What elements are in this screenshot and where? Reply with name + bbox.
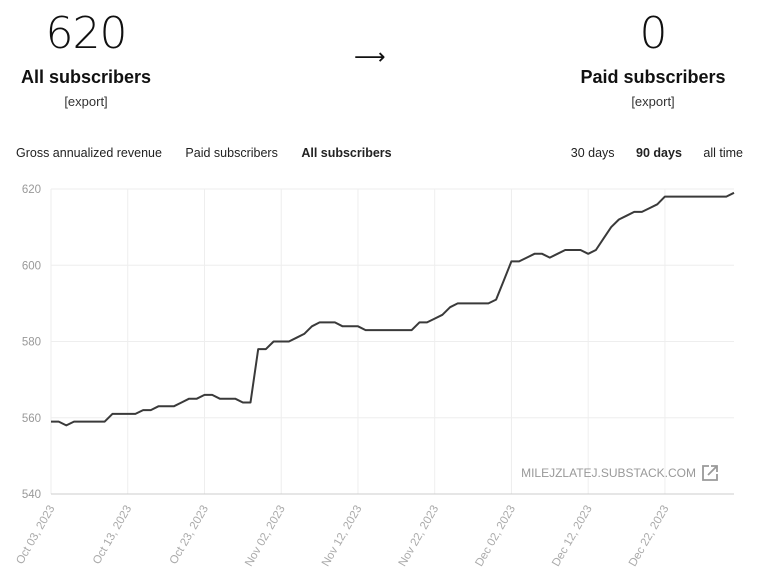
chart-grid: [50, 188, 734, 494]
y-axis-ticks: 540 560 580 600 620: [22, 184, 41, 501]
arrow-right-icon: ⟶: [354, 44, 386, 69]
x-tick-label: Dec 12, 2023: [550, 504, 595, 569]
paid-subscribers-label: Paid subscribers: [580, 67, 726, 87]
tab-gross-annualized-revenue[interactable]: Gross annualized revenue: [16, 146, 162, 160]
x-axis-ticks: Oct 03, 2023 Oct 13, 2023 Oct 23, 2023 Nov …: [14, 504, 671, 569]
all-subscribers-count: 620: [45, 8, 128, 59]
x-tick-label: Dec 22, 2023: [627, 504, 672, 569]
tab-all-subscribers[interactable]: All subscribers: [301, 146, 392, 160]
range-90-days[interactable]: 90 days: [636, 146, 682, 160]
all-subscribers-label: All subscribers: [20, 67, 152, 87]
range-tabs: 30 days 90 days all time: [553, 146, 743, 160]
x-tick-label: Nov 12, 2023: [320, 504, 365, 569]
x-tick-label: Dec 02, 2023: [473, 504, 518, 569]
publication-watermark: MILEJZLATEJ.SUBSTACK.COM: [521, 466, 696, 480]
all-subscribers-stat: 620 All subscribers [export]: [8, 8, 164, 110]
paid-subscribers-count: 0: [639, 8, 668, 59]
x-tick-label: Oct 03, 2023: [14, 504, 57, 567]
y-tick-label: 600: [22, 260, 41, 272]
x-tick-label: Oct 13, 2023: [91, 504, 134, 567]
all-subscribers-export-link[interactable]: [export]: [64, 94, 108, 109]
y-tick-label: 580: [22, 337, 41, 349]
metric-tabs: Gross annualized revenue Paid subscriber…: [16, 146, 412, 160]
x-tick-label: Nov 22, 2023: [397, 504, 442, 569]
range-all-time[interactable]: all time: [703, 146, 743, 160]
y-tick-label: 560: [22, 413, 41, 425]
y-tick-label: 540: [22, 489, 41, 501]
x-tick-label: Oct 23, 2023: [168, 504, 211, 567]
all-subscribers-series-line: [51, 191, 735, 427]
paid-subscribers-export-link[interactable]: [export]: [631, 94, 675, 109]
subscribers-line-chart: 540 560 580 600 620 Oct 03, 2023 Oct 13, 2023…: [14, 184, 735, 569]
paid-subscribers-stat: 0 Paid subscribers [export]: [574, 8, 732, 110]
range-30-days[interactable]: 30 days: [570, 146, 615, 160]
external-link-icon[interactable]: [702, 465, 718, 481]
tab-paid-subscribers[interactable]: Paid subscribers: [185, 146, 278, 160]
x-tick-label: Nov 02, 2023: [243, 504, 288, 569]
y-tick-label: 620: [22, 184, 41, 196]
